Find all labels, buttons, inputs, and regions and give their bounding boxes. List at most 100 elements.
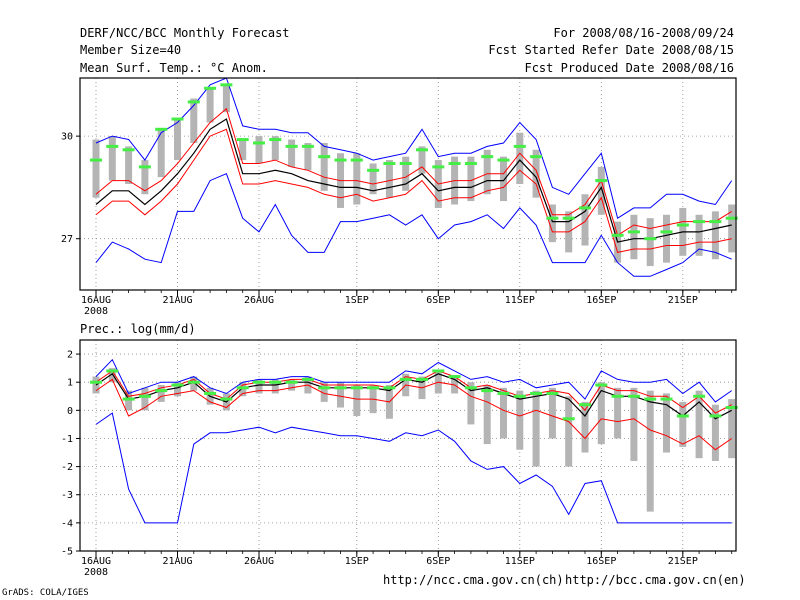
prec-obs-marker <box>220 397 233 401</box>
temp-member-range-bar <box>402 156 410 191</box>
temp-obs-marker <box>676 223 689 227</box>
temp-obs-marker <box>513 144 526 148</box>
prec-ytick-label: -1 <box>61 434 73 445</box>
temp-member-range-bar <box>500 156 507 202</box>
prec-xtick-label: 11SEP <box>505 556 535 567</box>
temp-obs-marker <box>122 148 135 152</box>
temp-member-range-bar <box>711 211 719 260</box>
prec-obs-marker <box>253 380 265 384</box>
refer-date: Fcst Started Refer Date 2008/08/15 <box>488 43 734 57</box>
prec-obs-marker <box>660 397 673 401</box>
prec-member-range-bar <box>174 382 181 397</box>
prec-xtick-label: 16AUG <box>81 556 111 567</box>
grads-credit: GrADS: COLA/IGES <box>2 588 89 598</box>
temp-member-range-bar <box>369 163 377 195</box>
temp-obs-marker <box>644 237 657 241</box>
prec-obs-marker <box>611 394 624 398</box>
prec-obs-marker <box>416 377 428 381</box>
bcc-url[interactable]: http://bcc.cma.gov.cn(en) <box>565 573 746 587</box>
prec-obs-marker <box>269 380 282 384</box>
prec-obs-marker <box>595 383 608 387</box>
prec-xtick-label: 1SEP <box>345 556 369 567</box>
temp-xtick-label: 1SEP <box>345 295 369 306</box>
prec-obs-marker <box>464 386 477 390</box>
temp-obs-marker <box>204 86 217 90</box>
temp-obs-marker <box>579 206 591 210</box>
temp-obs-marker <box>595 179 608 183</box>
temp-ytick-label: 30 <box>61 132 73 143</box>
prec-plot-frame <box>79 339 737 552</box>
prec-obs-marker <box>627 394 640 398</box>
prec-obs-marker <box>676 414 689 418</box>
prec-obs-marker <box>90 380 102 384</box>
prec-obs-marker <box>138 394 151 398</box>
prec-member-range-bar <box>646 390 654 512</box>
prec-member-range-bar <box>92 376 100 394</box>
prec-member-range-bar <box>353 385 361 416</box>
prec-member-range-bar <box>663 393 670 453</box>
prec-member-range-bar <box>320 382 328 402</box>
ncc-url[interactable]: http://ncc.cma.gov.cn(ch) <box>383 573 564 587</box>
temp-member-range-bar <box>728 204 736 253</box>
prec-obs-marker <box>204 391 217 395</box>
temp-member-range-bar <box>141 160 149 195</box>
prec-obs-marker <box>562 417 575 421</box>
prec-xtick-label: 21AUG <box>162 556 192 567</box>
temp-member-range-bar <box>516 132 524 184</box>
temp-member-range-bar <box>532 149 540 198</box>
temp-xtick-label: 16AUG <box>81 295 111 306</box>
prec-member-range-bar <box>288 379 296 391</box>
prec-xtick-year: 2008 <box>84 567 108 578</box>
prec-obs-marker <box>448 375 461 379</box>
temp-obs-marker <box>383 161 396 165</box>
prec-line-max <box>95 358 732 403</box>
temp-obs-marker <box>350 158 363 162</box>
prec-obs-marker <box>285 380 298 384</box>
temp-member-range-bar <box>108 136 116 181</box>
prec-ytick-label: -5 <box>61 547 73 558</box>
temp-line-mean <box>95 118 732 243</box>
prec-member-range-bar <box>337 382 344 408</box>
temp-member-range-bar <box>206 88 214 123</box>
temp-member-range-bar <box>353 153 361 205</box>
prec-member-range-bar <box>565 396 573 467</box>
temp-obs-marker <box>236 138 249 142</box>
temp-member-range-bar <box>174 119 181 161</box>
prec-obs-marker <box>693 394 706 398</box>
prec-member-range-bar <box>467 382 475 425</box>
temp-line-spread_upper <box>95 107 732 237</box>
temp-obs-marker <box>106 144 119 148</box>
temp-obs-marker <box>367 168 380 172</box>
prec-obs-marker <box>383 386 396 390</box>
temp-obs-marker <box>334 158 347 162</box>
temp-xtick-label: 26AUG <box>244 295 274 306</box>
temp-plot-frame <box>79 77 737 291</box>
temp-obs-marker <box>627 230 640 234</box>
prec-obs-marker <box>530 391 543 395</box>
temp-member-range-bar <box>92 139 100 198</box>
prec-member-range-bar <box>581 401 589 453</box>
prec-member-range-bar <box>255 379 263 394</box>
temp-obs-marker <box>269 138 282 142</box>
prec-obs-marker <box>399 377 412 381</box>
temp-member-range-bar <box>483 149 491 195</box>
prec-obs-marker <box>106 369 119 373</box>
temp-obs-marker <box>399 161 412 165</box>
temp-obs-marker <box>660 230 673 234</box>
temp-obs-marker <box>301 144 314 148</box>
prec-member-range-bar <box>679 401 687 447</box>
temp-obs-marker <box>318 155 331 159</box>
temp-member-range-bar <box>630 214 638 260</box>
temp-member-range-bar <box>663 214 670 263</box>
temp-obs-marker <box>416 148 428 152</box>
temp-obs-marker <box>448 161 461 165</box>
temp-obs-marker <box>546 216 559 220</box>
temp-member-range-bar <box>581 194 589 246</box>
temp-obs-marker <box>562 216 575 220</box>
temp-xtick-label: 11SEP <box>505 295 535 306</box>
temp-obs-marker <box>481 155 494 159</box>
temp-member-range-bar <box>418 146 426 174</box>
temp-xtick-label: 16SEP <box>586 295 616 306</box>
temp-member-range-bar <box>157 129 165 178</box>
temp-member-range-bar <box>548 204 556 243</box>
